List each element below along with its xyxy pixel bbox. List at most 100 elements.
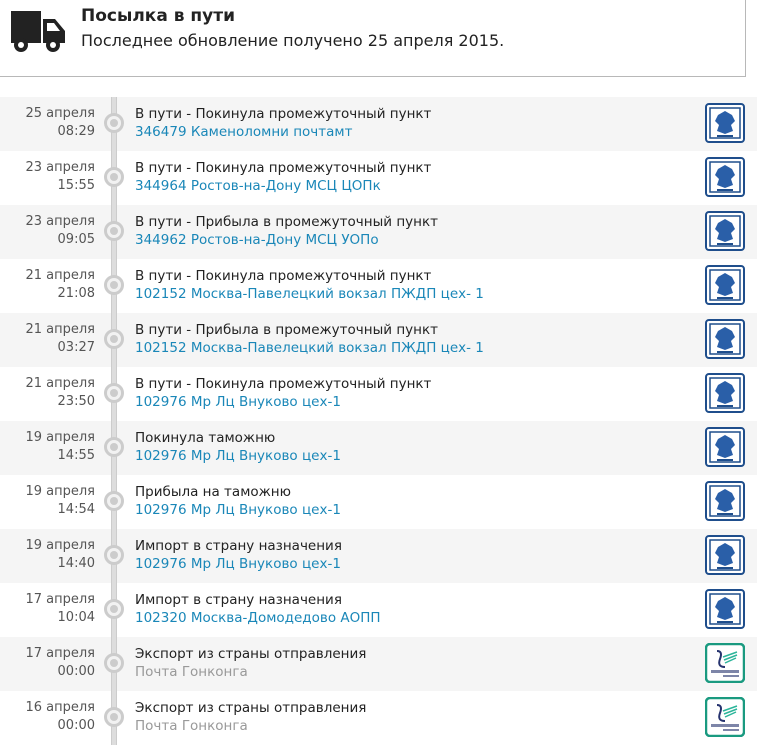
status-header: Посылка в пути Последнее обновление полу… (0, 0, 746, 77)
event-status: В пути - Покинула промежуточный пункт (135, 106, 432, 122)
event-time: 21:08 (57, 286, 95, 301)
event-date: 16 апреля (25, 700, 95, 715)
event-status: В пути - Покинула промежуточный пункт (135, 160, 432, 176)
event-datetime: 21 апреля 03:27 (25, 321, 95, 357)
event-status: В пути - Покинула промежуточный пункт (135, 376, 432, 392)
tracking-timeline: 25 апреля 08:29 В пути - Покинула промежу… (0, 97, 757, 745)
timeline-dot-icon (104, 707, 124, 727)
timeline-dot-icon (104, 275, 124, 295)
tracking-event-row: 19 апреля 14:40 Импорт в страну назначени… (0, 529, 757, 583)
event-time: 00:00 (57, 718, 95, 733)
hongkong-post-logo-icon (704, 696, 746, 738)
russian-post-logo-icon (705, 589, 745, 629)
event-time: 14:54 (57, 502, 95, 517)
event-time: 08:29 (57, 124, 95, 139)
event-datetime: 23 апреля 09:05 (25, 213, 95, 249)
event-location-link[interactable]: 102152 Москва-Павелецкий вокзал ПЖДП цех… (135, 286, 484, 302)
tracking-event-row: 21 апреля 21:08 В пути - Покинула промежу… (0, 259, 757, 313)
event-location-link[interactable]: 344964 Ростов-на-Дону МСЦ ЦОПк (135, 178, 381, 194)
event-date: 17 апреля (25, 592, 95, 607)
timeline-dot-icon (104, 599, 124, 619)
event-date: 21 апреля (25, 268, 95, 283)
event-status: Экспорт из страны отправления (135, 700, 367, 716)
russian-post-logo-icon (705, 373, 745, 413)
tracking-event-row: 21 апреля 03:27 В пути - Прибыла в промеж… (0, 313, 757, 367)
event-status: Экспорт из страны отправления (135, 646, 367, 662)
event-time: 14:55 (57, 448, 95, 463)
event-datetime: 19 апреля 14:55 (25, 429, 95, 465)
last-update-text: Последнее обновление получено 25 апреля … (81, 31, 505, 50)
event-location-link[interactable]: 102976 Мр Лц Внуково цех-1 (135, 394, 341, 410)
russian-post-logo-icon (705, 319, 745, 359)
event-time: 23:50 (57, 394, 95, 409)
event-time: 14:40 (57, 556, 95, 571)
russian-post-logo-icon (705, 535, 745, 575)
event-time: 09:05 (57, 232, 95, 247)
event-status: Импорт в страну назначения (135, 538, 342, 554)
event-date: 25 апреля (25, 106, 95, 121)
event-date: 21 апреля (25, 376, 95, 391)
tracking-event-row: 17 апреля 10:04 Импорт в страну назначени… (0, 583, 757, 637)
event-date: 19 апреля (25, 538, 95, 553)
event-status: Покинула таможню (135, 430, 276, 446)
event-time: 00:00 (57, 664, 95, 679)
tracking-event-row: 19 апреля 14:54 Прибыла на таможню 102976… (0, 475, 757, 529)
event-datetime: 17 апреля 10:04 (25, 591, 95, 627)
timeline-dot-icon (104, 545, 124, 565)
russian-post-logo-icon (705, 103, 745, 143)
event-datetime: 21 апреля 23:50 (25, 375, 95, 411)
event-datetime: 16 апреля 00:00 (25, 699, 95, 735)
event-location-link[interactable]: 344962 Ростов-на-Дону МСЦ УОПо (135, 232, 379, 248)
event-date: 23 апреля (25, 214, 95, 229)
event-location-link[interactable]: 346479 Каменоломни почтамт (135, 124, 353, 140)
event-location-link[interactable]: 102976 Мр Лц Внуково цех-1 (135, 502, 341, 518)
tracking-event-row: 17 апреля 00:00 Экспорт из страны отправл… (0, 637, 757, 691)
event-time: 15:55 (57, 178, 95, 193)
russian-post-logo-icon (705, 481, 745, 521)
event-location-link[interactable]: 102320 Москва-Домодедово АОПП (135, 610, 381, 626)
event-date: 19 апреля (25, 430, 95, 445)
timeline-dot-icon (104, 491, 124, 511)
timeline-dot-icon (104, 167, 124, 187)
tracking-event-row: 25 апреля 08:29 В пути - Покинула промежу… (0, 97, 757, 151)
timeline-dot-icon (104, 383, 124, 403)
tracking-event-row: 23 апреля 15:55 В пути - Покинула промежу… (0, 151, 757, 205)
event-status: В пути - Прибыла в промежуточный пункт (135, 214, 438, 230)
event-time: 10:04 (57, 610, 95, 625)
tracking-event-row: 19 апреля 14:55 Покинула таможню 102976 М… (0, 421, 757, 475)
russian-post-logo-icon (705, 157, 745, 197)
russian-post-logo-icon (705, 265, 745, 305)
truck-icon (11, 11, 65, 52)
status-title: Посылка в пути (81, 6, 236, 26)
event-datetime: 23 апреля 15:55 (25, 159, 95, 195)
timeline-dot-icon (104, 437, 124, 457)
event-status: В пути - Прибыла в промежуточный пункт (135, 322, 438, 338)
russian-post-logo-icon (705, 211, 745, 251)
event-datetime: 19 апреля 14:54 (25, 483, 95, 519)
event-location-link[interactable]: 102152 Москва-Павелецкий вокзал ПЖДП цех… (135, 340, 484, 356)
event-status: Импорт в страну назначения (135, 592, 342, 608)
event-date: 17 апреля (25, 646, 95, 661)
timeline-dot-icon (104, 221, 124, 241)
event-datetime: 21 апреля 21:08 (25, 267, 95, 303)
event-status: В пути - Покинула промежуточный пункт (135, 268, 432, 284)
timeline-dot-icon (104, 653, 124, 673)
event-location-link: Почта Гонконга (135, 664, 248, 680)
event-date: 23 апреля (25, 160, 95, 175)
event-datetime: 25 апреля 08:29 (25, 105, 95, 141)
event-location-link: Почта Гонконга (135, 718, 248, 734)
event-date: 21 апреля (25, 322, 95, 337)
event-status: Прибыла на таможню (135, 484, 291, 500)
event-datetime: 17 апреля 00:00 (25, 645, 95, 681)
timeline-dot-icon (104, 113, 124, 133)
event-datetime: 19 апреля 14:40 (25, 537, 95, 573)
hongkong-post-logo-icon (704, 642, 746, 684)
timeline-dot-icon (104, 329, 124, 349)
russian-post-logo-icon (705, 427, 745, 467)
event-location-link[interactable]: 102976 Мр Лц Внуково цех-1 (135, 448, 341, 464)
event-time: 03:27 (57, 340, 95, 355)
tracking-event-row: 23 апреля 09:05 В пути - Прибыла в промеж… (0, 205, 757, 259)
tracking-event-row: 16 апреля 00:00 Экспорт из страны отправл… (0, 691, 757, 745)
event-date: 19 апреля (25, 484, 95, 499)
event-location-link[interactable]: 102976 Мр Лц Внуково цех-1 (135, 556, 341, 572)
